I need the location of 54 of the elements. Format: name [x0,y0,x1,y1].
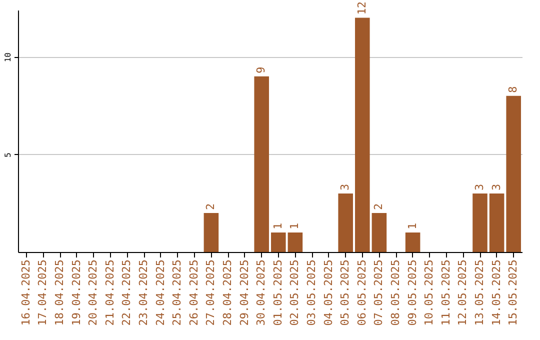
x-tick-label: 26.04.2025 [187,260,200,326]
data-label: 3 [338,184,352,190]
x-tick-label: 22.04.2025 [120,260,134,326]
data-label: 2 [372,203,386,210]
x-tick-label: 01.05.2025 [271,260,284,326]
bar [489,193,504,252]
data-label: 1 [288,222,302,230]
x-tick-label: 23.04.2025 [137,260,150,326]
data-label: 3 [473,184,486,190]
y-tick-label: 5 [4,152,12,158]
x-tick-label: 16.04.2025 [19,260,32,326]
x-tick-label: 11.05.2025 [439,260,452,326]
x-tick-label: 20.04.2025 [86,260,100,326]
x-tick-label: 02.05.2025 [288,260,302,326]
bar [405,232,420,252]
data-label: 1 [406,222,419,230]
bar [506,96,521,252]
x-tick-label: 08.05.2025 [389,260,402,326]
x-tick-label: 19.04.2025 [70,260,83,326]
x-tick-label: 13.05.2025 [473,260,486,326]
x-tick-label: 14.05.2025 [490,260,503,326]
x-tick-label: 03.05.2025 [305,260,318,326]
x-tick-label: 10.05.2025 [422,260,436,326]
y-tick-label: 10 [4,52,12,62]
x-tick-label: 09.05.2025 [406,260,419,326]
x-tick-label: 04.05.2025 [322,260,335,326]
x-tick-label: 24.04.2025 [154,260,167,326]
bar [271,232,286,252]
x-tick-label: 18.04.2025 [53,260,66,326]
bar [254,76,269,252]
data-label: 12 [355,2,368,15]
x-tick-label: 15.05.2025 [506,260,520,326]
x-tick-label: 17.04.2025 [36,260,50,326]
x-tick-label: 30.04.2025 [254,260,268,326]
x-tick-label: 29.04.2025 [238,260,251,326]
data-label: 9 [254,66,268,74]
x-tick-label: 06.05.2025 [355,260,368,326]
data-label: 8 [506,86,520,93]
x-tick-label: 05.05.2025 [338,260,352,326]
bar [338,193,353,252]
bar [204,212,219,252]
data-label: 2 [204,203,218,210]
bar [355,18,370,252]
bar [472,193,488,252]
data-label: 1 [271,222,284,230]
x-tick-label: 27.04.2025 [204,260,218,326]
bar [288,232,303,252]
data-label: 3 [490,184,503,190]
x-tick-label: 21.04.2025 [103,260,116,326]
x-tick-label: 25.04.2025 [170,260,184,326]
bar [372,212,387,252]
x-tick-label: 07.05.2025 [372,260,386,326]
x-tick-label: 28.04.2025 [221,260,234,326]
x-tick-label: 12.05.2025 [456,260,470,326]
